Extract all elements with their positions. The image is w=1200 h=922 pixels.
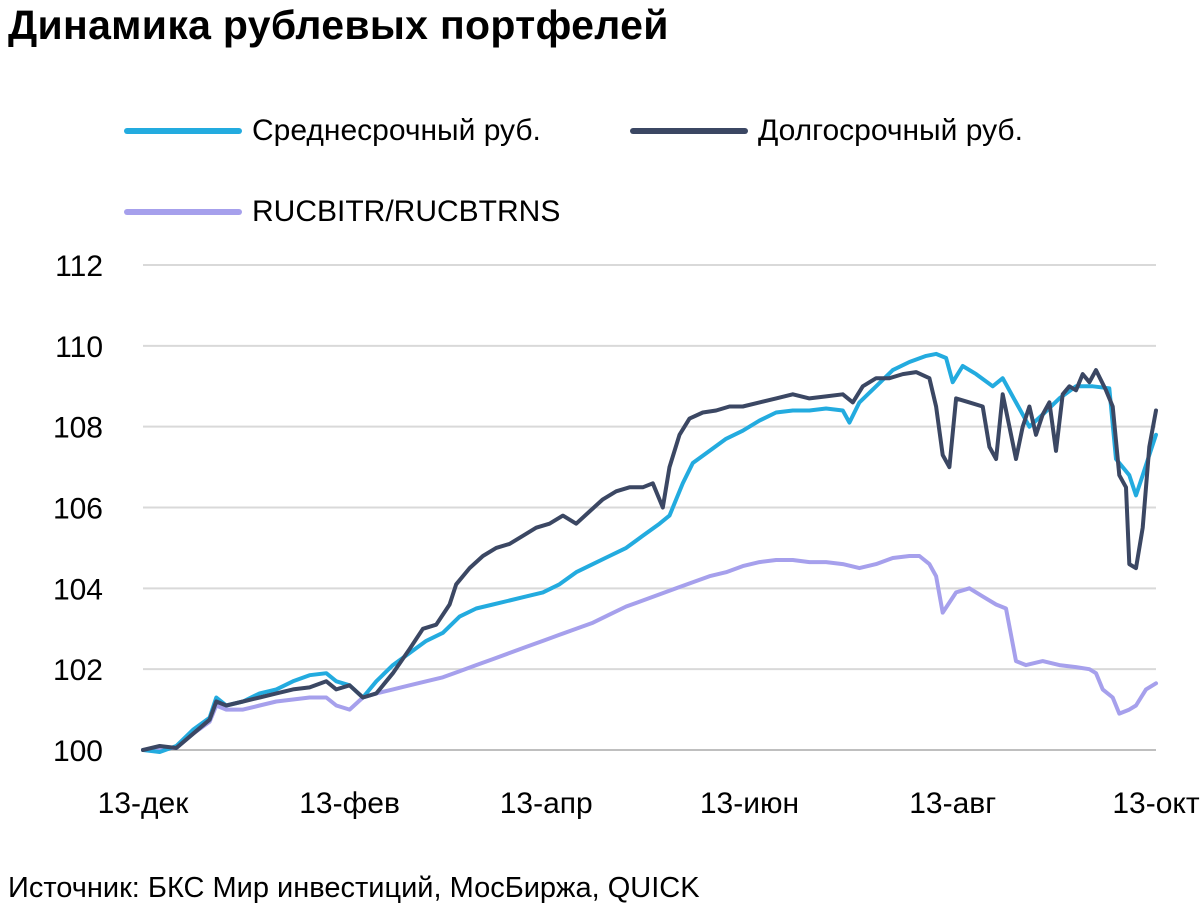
legend-swatch-long-term (630, 128, 748, 134)
y-tick-label: 108 (53, 412, 103, 445)
legend-label-medium-term: Среднесрочный руб. (252, 114, 541, 147)
x-tick-label: 13-апр (500, 787, 593, 820)
legend-item-rucbitr: RUCBITR/RUCBTRNS (124, 195, 560, 229)
series-lines (141, 351, 1158, 754)
x-tick-label: 13-июн (700, 787, 799, 820)
series-line-1 (141, 368, 1158, 752)
series-line-0 (141, 351, 1158, 754)
x-tick-label: 13-окт (1112, 787, 1200, 820)
y-tick-label: 100 (53, 735, 103, 768)
series-line-2 (141, 554, 1158, 752)
legend-swatch-rucbitr (124, 209, 242, 215)
legend-item-long-term: Долгосрочный руб. (630, 114, 1023, 148)
source-note: Источник: БКС Мир инвестиций, МосБиржа, … (8, 872, 700, 904)
legend-swatch-medium-term (124, 128, 242, 134)
y-tick-label: 106 (53, 493, 103, 526)
chart-title: Динамика рублевых портфелей (8, 2, 669, 48)
y-tick-label: 102 (53, 654, 103, 687)
x-axis-ticks: 13-дек 13-фев 13-апр 13-июн 13-авг 13-окт (98, 787, 1200, 820)
legend-item-medium-term: Среднесрочный руб. (124, 114, 541, 148)
legend-label-long-term: Долгосрочный руб. (758, 114, 1023, 147)
y-tick-label: 110 (55, 331, 103, 364)
y-tick-label: 112 (55, 250, 103, 283)
x-tick-label: 13-дек (98, 787, 190, 820)
gridlines (143, 264, 1156, 751)
legend-label-rucbitr: RUCBITR/RUCBTRNS (252, 195, 561, 228)
y-axis-ticks: 100 102 104 106 108 110 112 (53, 250, 103, 768)
x-tick-label: 13-авг (909, 787, 996, 820)
y-tick-label: 104 (53, 573, 103, 606)
x-tick-label: 13-фев (299, 787, 400, 820)
